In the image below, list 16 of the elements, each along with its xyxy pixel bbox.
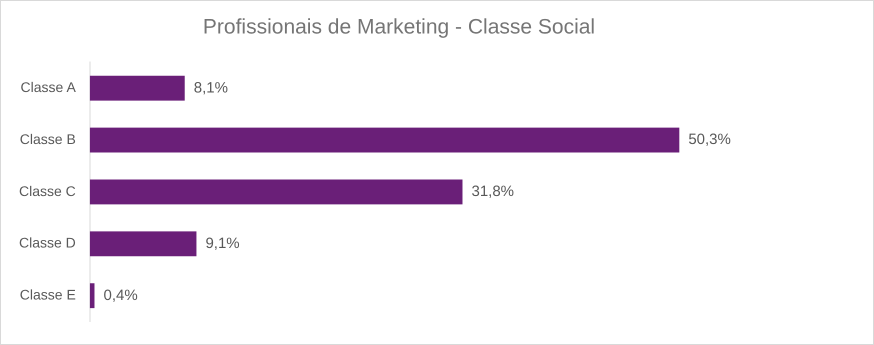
y-tick-label: Classe B <box>20 130 76 147</box>
y-tick-label: Classe D <box>18 234 76 251</box>
bar <box>90 128 680 152</box>
y-tick-label: Classe A <box>20 79 76 95</box>
bar <box>90 179 462 204</box>
data-label: 8,1% <box>194 79 228 96</box>
y-tick-label: Classe E <box>20 286 76 303</box>
y-tick-label: Classe C <box>18 182 76 199</box>
data-label: 0,4% <box>103 286 138 304</box>
data-label: 9,1% <box>205 234 240 252</box>
bar <box>90 231 196 256</box>
bar <box>90 76 185 101</box>
data-label: 50,3% <box>688 131 731 148</box>
bar <box>90 283 94 308</box>
data-label: 31,8% <box>471 183 514 200</box>
chart-title: Profissionais de Marketing - Classe Social <box>202 15 596 38</box>
